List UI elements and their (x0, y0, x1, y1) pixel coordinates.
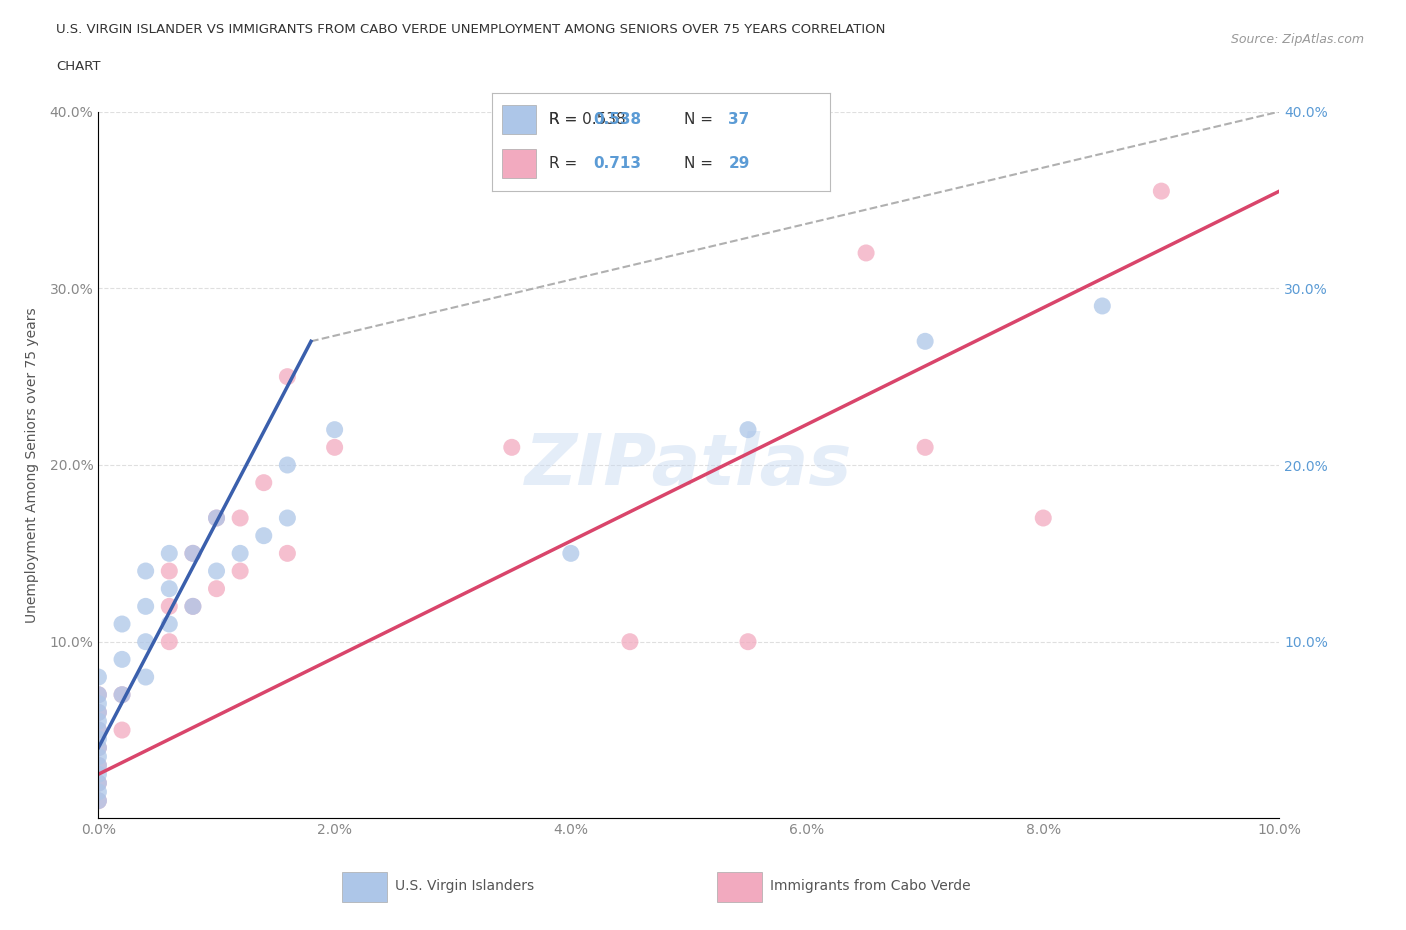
Point (229, 564, 252, 578)
Point (111, 687, 134, 702)
Text: ZIPatlas: ZIPatlas (526, 431, 852, 499)
Text: 0.713: 0.713 (593, 156, 641, 171)
Point (276, 511, 298, 525)
Point (560, 546, 582, 561)
Text: CHART: CHART (56, 60, 101, 73)
Text: U.S. VIRGIN ISLANDER VS IMMIGRANTS FROM CABO VERDE UNEMPLOYMENT AMONG SENIORS OV: U.S. VIRGIN ISLANDER VS IMMIGRANTS FROM … (56, 23, 886, 36)
Point (135, 599, 157, 614)
Point (87, 758, 110, 773)
Point (87, 705, 110, 720)
Point (737, 422, 759, 437)
Point (87, 776, 110, 790)
Point (87, 731, 110, 746)
Point (501, 440, 523, 455)
Point (181, 546, 204, 561)
Point (157, 546, 180, 561)
Point (87, 670, 110, 684)
Point (253, 528, 276, 543)
Point (855, 246, 877, 260)
Point (87, 696, 110, 711)
FancyBboxPatch shape (502, 149, 536, 178)
FancyBboxPatch shape (717, 871, 762, 902)
Point (87, 687, 110, 702)
Text: R = 0.538: R = 0.538 (550, 112, 626, 126)
Point (111, 723, 134, 737)
Point (1091, 299, 1114, 313)
Point (323, 440, 346, 455)
Point (229, 546, 252, 561)
Point (157, 617, 180, 631)
Point (87, 766, 110, 781)
Point (276, 369, 298, 384)
Text: R =: R = (550, 156, 582, 171)
Text: 0.538: 0.538 (593, 112, 641, 126)
Point (914, 440, 936, 455)
Point (87, 705, 110, 720)
Point (87, 723, 110, 737)
Point (157, 581, 180, 596)
Point (87, 714, 110, 729)
Y-axis label: Unemployment Among Seniors over 75 years: Unemployment Among Seniors over 75 years (24, 307, 38, 623)
Point (619, 634, 641, 649)
Point (87, 687, 110, 702)
Point (205, 564, 228, 578)
Point (87, 740, 110, 755)
Point (914, 334, 936, 349)
Point (205, 511, 228, 525)
Point (87, 793, 110, 808)
Point (229, 511, 252, 525)
Point (323, 422, 346, 437)
Text: U.S. Virgin Islanders: U.S. Virgin Islanders (395, 879, 534, 893)
Point (276, 546, 298, 561)
Point (111, 652, 134, 667)
Point (87, 740, 110, 755)
Point (157, 564, 180, 578)
Point (253, 475, 276, 490)
Point (157, 599, 180, 614)
Point (1150, 184, 1173, 199)
Point (87, 793, 110, 808)
Text: N =: N = (685, 156, 718, 171)
Point (135, 670, 157, 684)
Text: R =: R = (550, 112, 582, 126)
Point (87, 758, 110, 773)
Point (1032, 511, 1054, 525)
Point (87, 776, 110, 790)
Text: 37: 37 (728, 112, 749, 126)
Point (737, 634, 759, 649)
Point (87, 723, 110, 737)
Point (87, 785, 110, 800)
Point (135, 634, 157, 649)
Point (276, 458, 298, 472)
Point (111, 617, 134, 631)
Point (135, 564, 157, 578)
Point (87, 750, 110, 764)
Point (205, 511, 228, 525)
FancyBboxPatch shape (502, 105, 536, 134)
Point (181, 546, 204, 561)
Point (157, 634, 180, 649)
Text: Immigrants from Cabo Verde: Immigrants from Cabo Verde (770, 879, 970, 893)
Text: Source: ZipAtlas.com: Source: ZipAtlas.com (1230, 33, 1364, 46)
Point (111, 687, 134, 702)
Point (181, 599, 204, 614)
Point (205, 581, 228, 596)
Text: N =: N = (685, 112, 718, 126)
FancyBboxPatch shape (342, 871, 387, 902)
Point (181, 599, 204, 614)
Text: 29: 29 (728, 156, 749, 171)
